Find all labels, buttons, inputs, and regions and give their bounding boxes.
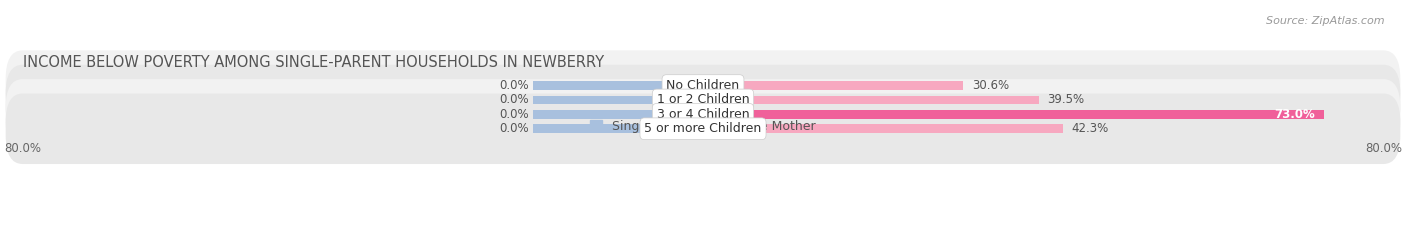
Bar: [533, 124, 703, 133]
Bar: [703, 96, 1039, 104]
Text: 39.5%: 39.5%: [1047, 93, 1084, 106]
Bar: [703, 110, 1324, 119]
Text: 0.0%: 0.0%: [499, 108, 529, 121]
FancyBboxPatch shape: [6, 65, 1400, 135]
Text: 1 or 2 Children: 1 or 2 Children: [657, 93, 749, 106]
Text: 0.0%: 0.0%: [499, 122, 529, 135]
FancyBboxPatch shape: [6, 93, 1400, 164]
Text: 5 or more Children: 5 or more Children: [644, 122, 762, 135]
Text: 0.0%: 0.0%: [499, 93, 529, 106]
Bar: [703, 81, 963, 90]
Text: Source: ZipAtlas.com: Source: ZipAtlas.com: [1267, 16, 1385, 26]
FancyBboxPatch shape: [6, 50, 1400, 121]
Text: 42.3%: 42.3%: [1071, 122, 1108, 135]
Legend: Single Father, Single Mother: Single Father, Single Mother: [585, 115, 821, 138]
Text: No Children: No Children: [666, 79, 740, 92]
Bar: [533, 81, 703, 90]
Bar: [703, 124, 1063, 133]
Text: 73.0%: 73.0%: [1275, 108, 1315, 121]
FancyBboxPatch shape: [6, 79, 1400, 150]
Text: 0.0%: 0.0%: [499, 79, 529, 92]
Text: 30.6%: 30.6%: [972, 79, 1010, 92]
Text: INCOME BELOW POVERTY AMONG SINGLE-PARENT HOUSEHOLDS IN NEWBERRY: INCOME BELOW POVERTY AMONG SINGLE-PARENT…: [22, 55, 603, 70]
Bar: [533, 110, 703, 119]
Text: 3 or 4 Children: 3 or 4 Children: [657, 108, 749, 121]
Bar: [533, 96, 703, 104]
